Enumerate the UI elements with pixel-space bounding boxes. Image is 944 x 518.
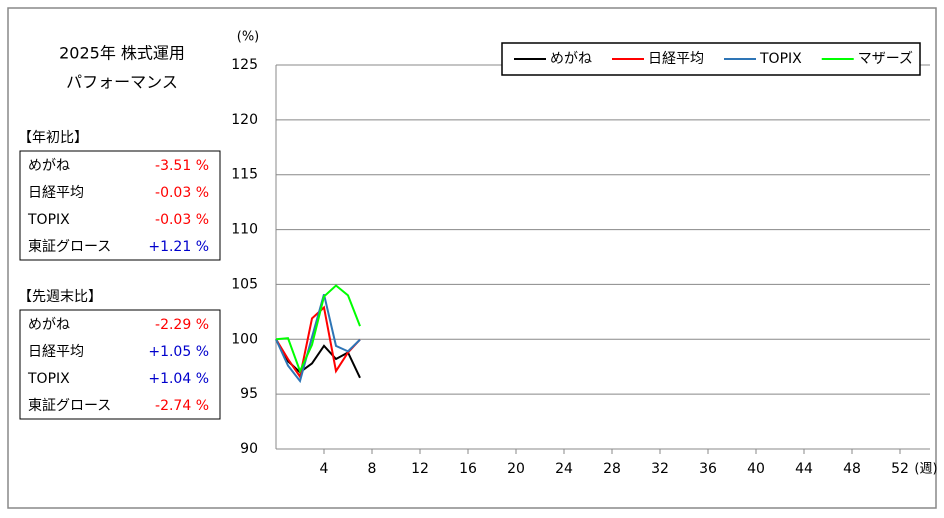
row-label: 東証グロース bbox=[28, 239, 111, 255]
y-tick-label: 95 bbox=[240, 386, 258, 402]
row-value: +1.21 % bbox=[148, 239, 209, 255]
chart-subtitle: パフォーマンス bbox=[66, 73, 178, 92]
row-value: +1.04 % bbox=[148, 371, 209, 387]
table-heading: 【先週末比】 bbox=[18, 289, 102, 305]
y-tick-label: 100 bbox=[231, 331, 258, 347]
row-label: TOPIX bbox=[27, 212, 70, 228]
series-line bbox=[275, 284, 361, 374]
y-axis-label: (%) bbox=[237, 30, 260, 45]
y-tick-label: 125 bbox=[231, 57, 258, 73]
x-tick-label: 16 bbox=[459, 461, 477, 477]
legend-label: TOPIX bbox=[759, 51, 802, 67]
y-tick-label: 105 bbox=[231, 276, 258, 292]
chart-title: 2025年 株式運用 bbox=[59, 44, 185, 63]
row-value: -3.51 % bbox=[155, 158, 209, 174]
y-tick-label: 120 bbox=[231, 112, 258, 128]
series-line bbox=[275, 294, 361, 384]
row-value: -2.74 % bbox=[155, 398, 209, 414]
x-tick-label: 52 bbox=[891, 461, 909, 477]
row-value: -0.03 % bbox=[155, 212, 209, 228]
row-label: 東証グロース bbox=[28, 398, 111, 414]
table-box bbox=[19, 309, 221, 420]
x-tick-label: 4 bbox=[320, 461, 329, 477]
x-tick-label: 44 bbox=[795, 461, 813, 477]
row-label: 日経平均 bbox=[28, 344, 84, 360]
y-tick-label: 115 bbox=[231, 167, 258, 183]
x-tick-label: 48 bbox=[843, 461, 861, 477]
y-tick-label: 110 bbox=[231, 222, 258, 238]
row-value: -2.29 % bbox=[155, 317, 209, 333]
y-tick-label: 90 bbox=[240, 441, 258, 457]
x-tick-label: 28 bbox=[603, 461, 621, 477]
x-tick-label: 12 bbox=[411, 461, 429, 477]
frame bbox=[7, 7, 937, 509]
x-tick-label: 32 bbox=[651, 461, 669, 477]
x-tick-label: 20 bbox=[507, 461, 525, 477]
x-tick-label: 36 bbox=[699, 461, 717, 477]
row-label: 日経平均 bbox=[28, 185, 84, 201]
x-axis-label: (週) bbox=[914, 462, 937, 477]
table-heading: 【年初比】 bbox=[18, 129, 88, 146]
legend-label: 日経平均 bbox=[648, 51, 704, 67]
x-tick-label: 8 bbox=[368, 461, 377, 477]
row-label: めがね bbox=[28, 158, 70, 174]
row-value: -0.03 % bbox=[155, 185, 209, 201]
table-box bbox=[19, 150, 221, 261]
row-label: めがね bbox=[28, 317, 70, 333]
legend-label: めがね bbox=[550, 51, 592, 67]
x-tick-label: 24 bbox=[555, 461, 573, 477]
row-label: TOPIX bbox=[27, 371, 70, 387]
legend-label: マザーズ bbox=[858, 51, 913, 67]
x-tick-label: 40 bbox=[747, 461, 765, 477]
row-value: +1.05 % bbox=[148, 344, 209, 360]
